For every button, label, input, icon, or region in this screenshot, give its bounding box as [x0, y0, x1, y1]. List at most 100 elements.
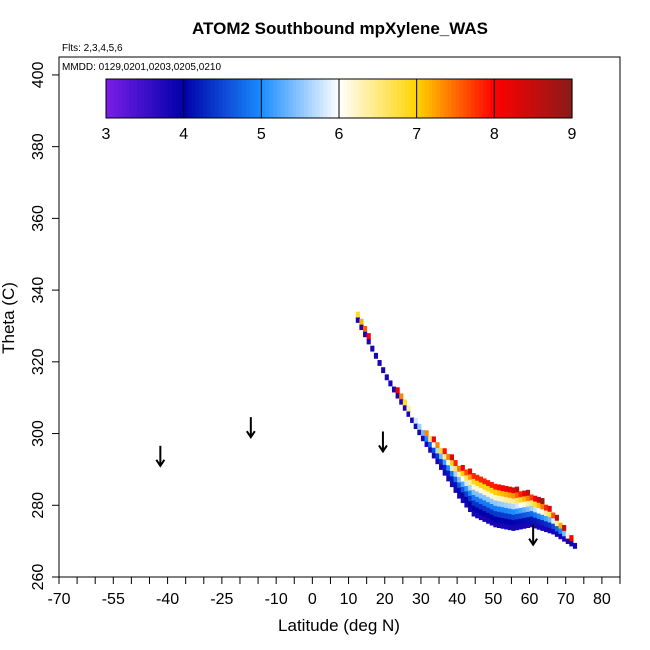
- colorbar-segment: [339, 79, 344, 118]
- colorbar-segment: [529, 79, 534, 118]
- heatmap-cell: [453, 465, 458, 472]
- heatmap-cell: [467, 479, 473, 486]
- heatmap-cell: [496, 511, 502, 518]
- heatmap-cell: [424, 441, 429, 447]
- heatmap-cell: [515, 518, 520, 525]
- heatmap-cell: [431, 441, 436, 448]
- heatmap-cell: [475, 474, 480, 481]
- heatmap-cell: [478, 514, 483, 521]
- heatmap-cell: [402, 404, 407, 411]
- colorbar-segment: [253, 79, 259, 118]
- heatmap-cell: [507, 508, 512, 515]
- heatmap-cell: [489, 487, 494, 494]
- heatmap-cell: [457, 487, 462, 494]
- colorbar-segment: [381, 79, 387, 118]
- heatmap-cell: [471, 510, 476, 517]
- heatmap-cell: [471, 489, 476, 496]
- heatmap-cell: [525, 495, 531, 502]
- heatmap-cell: [500, 506, 505, 513]
- heatmap-cell: [475, 480, 480, 487]
- heatmap-cell: [464, 496, 469, 503]
- heatmap-cell: [522, 495, 527, 502]
- heatmap-cell: [482, 489, 487, 496]
- colorbar-segment: [342, 79, 348, 118]
- heatmap-cell: [511, 514, 516, 521]
- heatmap-cell: [442, 448, 447, 455]
- heatmap-cell: [572, 542, 578, 549]
- x-tick-label: 40: [448, 591, 466, 608]
- colorbar-segment: [218, 79, 224, 118]
- heatmap-cell: [370, 345, 375, 352]
- heatmap-cell: [453, 460, 458, 466]
- arrow-head: [378, 444, 388, 454]
- colorbar-segment: [447, 79, 453, 118]
- heatmap-cell: [515, 508, 520, 515]
- heatmap-cell: [496, 505, 502, 512]
- heatmap-cell: [522, 522, 527, 529]
- heatmap-cell: [435, 442, 440, 449]
- heatmap-cell: [406, 410, 411, 417]
- heatmap-cell: [558, 522, 563, 529]
- heatmap-cell: [482, 483, 487, 490]
- heatmap-cell: [554, 520, 559, 527]
- colorbar-segment: [164, 79, 169, 118]
- heatmap-cell: [511, 519, 516, 526]
- heatmap-cell: [384, 374, 389, 381]
- heatmap-cell: [543, 520, 549, 527]
- heatmap-cell: [467, 495, 473, 502]
- heatmap-cell: [377, 360, 382, 366]
- heatmap-cell: [366, 338, 371, 345]
- heatmap-cell: [515, 513, 520, 520]
- heatmap-cell: [515, 502, 520, 509]
- colorbar-segment: [327, 79, 332, 118]
- heatmap-cell: [460, 486, 465, 493]
- colorbar-segment: [121, 79, 127, 118]
- chart-title: ATOM2 Southbound mpXylene_WAS: [192, 19, 488, 38]
- colorbar-segment: [292, 79, 297, 118]
- colorbar-segment: [117, 79, 123, 118]
- colorbar-segment: [195, 79, 200, 118]
- heatmap-cell: [525, 489, 531, 496]
- heatmap-cell: [496, 484, 502, 491]
- x-tick-label: -40: [156, 591, 179, 608]
- heatmap-cell: [453, 486, 458, 493]
- heatmap-cell: [511, 487, 516, 494]
- colorbar-segment: [307, 79, 313, 118]
- heatmap-cell: [540, 514, 545, 521]
- colorbar-segment: [540, 79, 546, 118]
- heatmap-cell: [493, 483, 498, 490]
- colorbar-segment: [319, 79, 325, 118]
- heatmap-cell: [486, 501, 491, 508]
- heatmap-cell: [363, 331, 368, 338]
- heatmap-cell: [562, 530, 567, 537]
- heatmap-cell: [399, 398, 404, 405]
- heatmap-cell: [504, 491, 509, 498]
- colorbar-segment: [187, 79, 193, 118]
- colorbar-segment: [300, 79, 305, 118]
- y-tick-label: 340: [30, 277, 47, 304]
- heatmap-cell: [529, 505, 534, 512]
- heatmap-cell: [562, 525, 567, 531]
- heatmap-cell: [486, 512, 491, 519]
- heatmap-cell: [486, 507, 491, 513]
- heatmap-cell: [359, 324, 364, 331]
- heatmap-cell: [558, 533, 563, 540]
- heatmap-cell: [420, 435, 426, 442]
- heatmap-cell: [500, 517, 505, 524]
- heatmap-cell: [511, 492, 516, 499]
- heatmap-cell: [518, 507, 523, 514]
- colorbar-segment: [230, 79, 235, 118]
- heatmap-cell: [536, 518, 541, 525]
- colorbar-segment: [323, 79, 328, 118]
- colorbar-segment: [241, 79, 247, 118]
- colorbar-segment: [494, 79, 499, 118]
- heatmap-cell: [522, 517, 527, 524]
- heatmap-cell: [363, 325, 368, 332]
- colorbar-tick-label: 3: [102, 126, 111, 143]
- heatmap-cell: [515, 492, 520, 498]
- heatmap-cell: [446, 470, 451, 477]
- heatmap-cell: [446, 464, 451, 471]
- heatmap-cell: [565, 538, 570, 545]
- heatmap-cell: [424, 430, 429, 437]
- colorbar-segment: [521, 79, 526, 118]
